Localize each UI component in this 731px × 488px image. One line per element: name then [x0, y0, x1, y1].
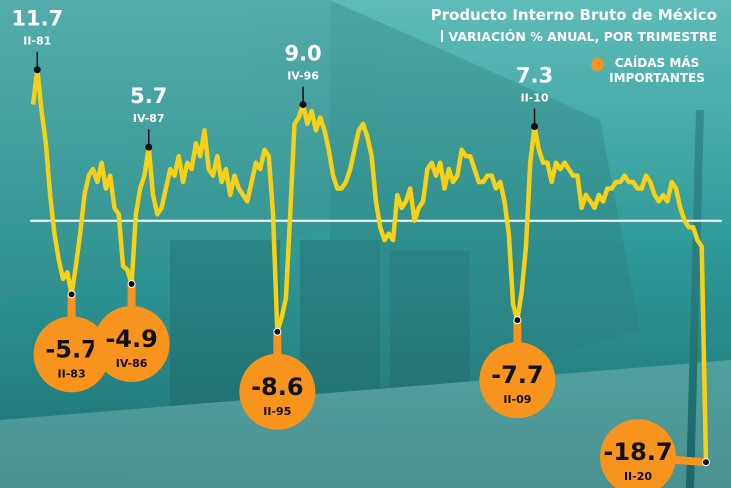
point-marker: [68, 291, 75, 298]
category-label: II-95: [263, 405, 291, 418]
value-label: 5.7: [130, 84, 167, 108]
value-label: 11.7: [11, 7, 63, 31]
category-label: II-83: [58, 367, 86, 380]
category-label: II-81: [23, 35, 51, 48]
point-marker: [300, 101, 307, 108]
value-label: -18.7: [603, 438, 672, 466]
value-label: -4.9: [105, 325, 157, 353]
category-label: IV-86: [116, 357, 148, 370]
category-label: IV-96: [287, 70, 319, 83]
point-marker: [274, 328, 281, 335]
legend-label: CAÍDAS MÁS IMPORTANTES: [609, 56, 705, 85]
value-label: 9.0: [284, 42, 321, 66]
point-marker: [145, 144, 152, 151]
category-label: II-09: [503, 393, 531, 406]
chart-subtitle: VARIACIÓN % ANUAL, POR TRIMESTRE: [441, 29, 717, 44]
value-label: -7.7: [491, 361, 543, 389]
legend-marker: [591, 58, 604, 71]
point-marker: [128, 281, 135, 288]
category-label: IV-87: [133, 112, 165, 125]
value-label: -8.6: [251, 373, 303, 401]
page: 11.7 II-81 -5.7 II-83 -4.9 IV-86 5.7 IV-87 -8.6 I…: [0, 0, 731, 488]
point-marker: [34, 66, 41, 73]
value-label: 7.3: [516, 64, 553, 88]
point-marker: [703, 459, 710, 466]
point-marker: [514, 317, 521, 324]
chart-title: Producto Interno Bruto de México: [431, 6, 717, 24]
legend: CAÍDAS MÁS IMPORTANTES: [597, 56, 717, 86]
category-label: II-10: [521, 92, 549, 105]
value-label: -5.7: [45, 335, 97, 363]
point-marker: [531, 123, 538, 130]
category-label: II-20: [624, 470, 652, 483]
